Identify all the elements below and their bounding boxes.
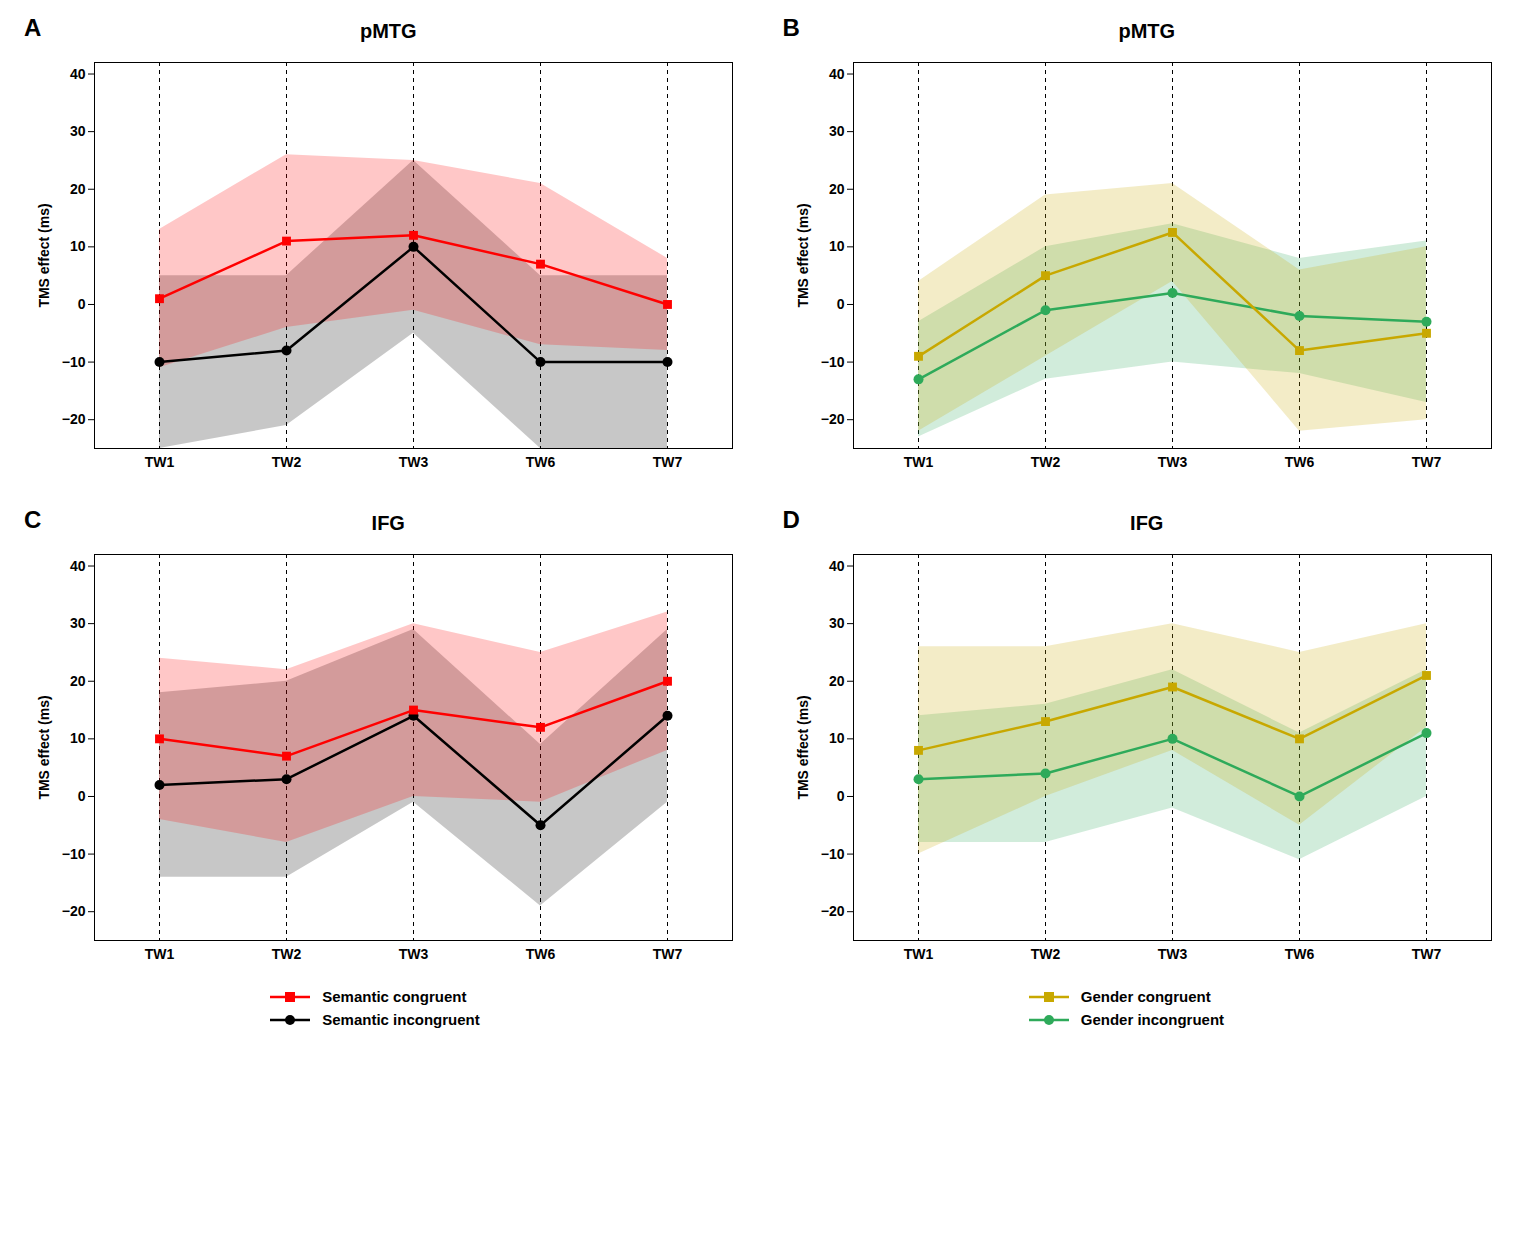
svg-text:40: 40 <box>70 66 86 82</box>
html-text:A: A <box>24 14 42 41</box>
svg-text:20: 20 <box>828 673 844 689</box>
svg-text:TW7: TW7 <box>653 454 683 470</box>
svg-text:TW1: TW1 <box>145 454 175 470</box>
svg-text:−10: −10 <box>62 354 86 370</box>
svg-text:0: 0 <box>836 788 844 804</box>
svg-text:20: 20 <box>70 673 86 689</box>
svg-text:TMS effect (ms): TMS effect (ms) <box>36 203 52 307</box>
svg-text:TW6: TW6 <box>1284 946 1314 962</box>
svg-text:TW2: TW2 <box>1030 454 1060 470</box>
svg-text:TW7: TW7 <box>653 946 683 962</box>
svg-text:−10: −10 <box>62 846 86 862</box>
svg-text:40: 40 <box>828 66 844 82</box>
svg-text:TMS effect (ms): TMS effect (ms) <box>795 695 811 799</box>
svg-text:10: 10 <box>828 238 844 254</box>
svg-text:TW6: TW6 <box>526 946 556 962</box>
svg-text:0: 0 <box>78 296 86 312</box>
html-text:D: D <box>782 506 800 533</box>
svg-text:40: 40 <box>828 558 844 574</box>
svg-text:TW3: TW3 <box>1157 946 1187 962</box>
svg-text:TMS effect (ms): TMS effect (ms) <box>36 695 52 799</box>
svg-text:TW2: TW2 <box>272 946 302 962</box>
html-text:Semantic incongruent: Semantic incongruent <box>322 1011 480 1028</box>
html-text:IFG: IFG <box>371 512 405 534</box>
html-text:IFG: IFG <box>1130 512 1164 534</box>
html-text:B: B <box>782 14 800 41</box>
svg-text:0: 0 <box>836 296 844 312</box>
html-text:Gender congruent: Gender congruent <box>1080 988 1211 1005</box>
html-text:pMTG: pMTG <box>1118 20 1176 42</box>
svg-text:10: 10 <box>70 238 86 254</box>
svg-text:10: 10 <box>70 730 86 746</box>
svg-text:TW2: TW2 <box>272 454 302 470</box>
svg-text:30: 30 <box>70 123 86 139</box>
svg-text:20: 20 <box>70 181 86 197</box>
svg-text:−10: −10 <box>820 846 844 862</box>
svg-text:−10: −10 <box>820 354 844 370</box>
html-text:C: C <box>24 506 42 533</box>
svg-text:20: 20 <box>828 181 844 197</box>
svg-text:TW3: TW3 <box>1157 454 1187 470</box>
svg-text:TW7: TW7 <box>1411 946 1441 962</box>
svg-text:−20: −20 <box>62 903 86 919</box>
svg-text:TW6: TW6 <box>1284 454 1314 470</box>
svg-text:TW3: TW3 <box>399 454 429 470</box>
svg-text:30: 30 <box>828 615 844 631</box>
svg-text:TW2: TW2 <box>1030 946 1060 962</box>
svg-text:TW1: TW1 <box>903 454 933 470</box>
svg-text:0: 0 <box>78 788 86 804</box>
svg-text:30: 30 <box>70 615 86 631</box>
svg-text:−20: −20 <box>62 411 86 427</box>
svg-text:TW7: TW7 <box>1411 454 1441 470</box>
svg-text:−20: −20 <box>820 903 844 919</box>
svg-text:−20: −20 <box>820 411 844 427</box>
html-text:Semantic congruent: Semantic congruent <box>322 988 467 1005</box>
svg-text:30: 30 <box>828 123 844 139</box>
svg-text:TW6: TW6 <box>526 454 556 470</box>
html-text:pMTG: pMTG <box>359 20 417 42</box>
svg-text:40: 40 <box>70 558 86 574</box>
html-text:Gender incongruent: Gender incongruent <box>1080 1011 1225 1028</box>
svg-text:TW3: TW3 <box>399 946 429 962</box>
svg-text:10: 10 <box>828 730 844 746</box>
svg-text:TW1: TW1 <box>903 946 933 962</box>
svg-text:TMS effect (ms): TMS effect (ms) <box>795 203 811 307</box>
svg-text:TW1: TW1 <box>145 946 175 962</box>
